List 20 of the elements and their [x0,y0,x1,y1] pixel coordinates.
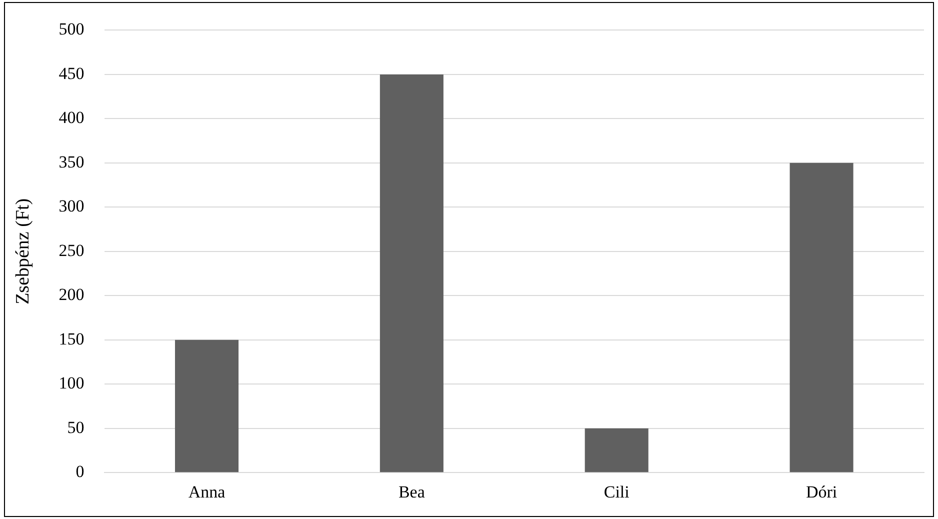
bar [584,428,648,472]
bar [790,162,854,472]
x-tick-label: Cili [604,482,630,502]
y-tick-label: 400 [58,108,84,128]
x-tick-label: Anna [188,482,226,502]
y-tick-label: 100 [58,374,84,393]
x-tick-label: Bea [398,482,426,502]
bar [175,340,239,472]
y-tick-label: 250 [58,240,84,260]
y-tick-label: 150 [58,329,84,348]
y-tick-label: 300 [58,196,84,216]
y-axis-title: Zsebpénz (Ft) [12,198,34,304]
y-tick-label: 350 [58,152,84,172]
y-tick-label: 500 [58,20,84,39]
y-tick-label: 0 [76,462,84,482]
y-tick-label: 200 [58,285,84,304]
y-tick-label: 50 [67,418,84,437]
x-tick-label: Dóri [806,482,838,502]
bar [380,74,444,472]
y-tick-label: 450 [58,64,84,83]
